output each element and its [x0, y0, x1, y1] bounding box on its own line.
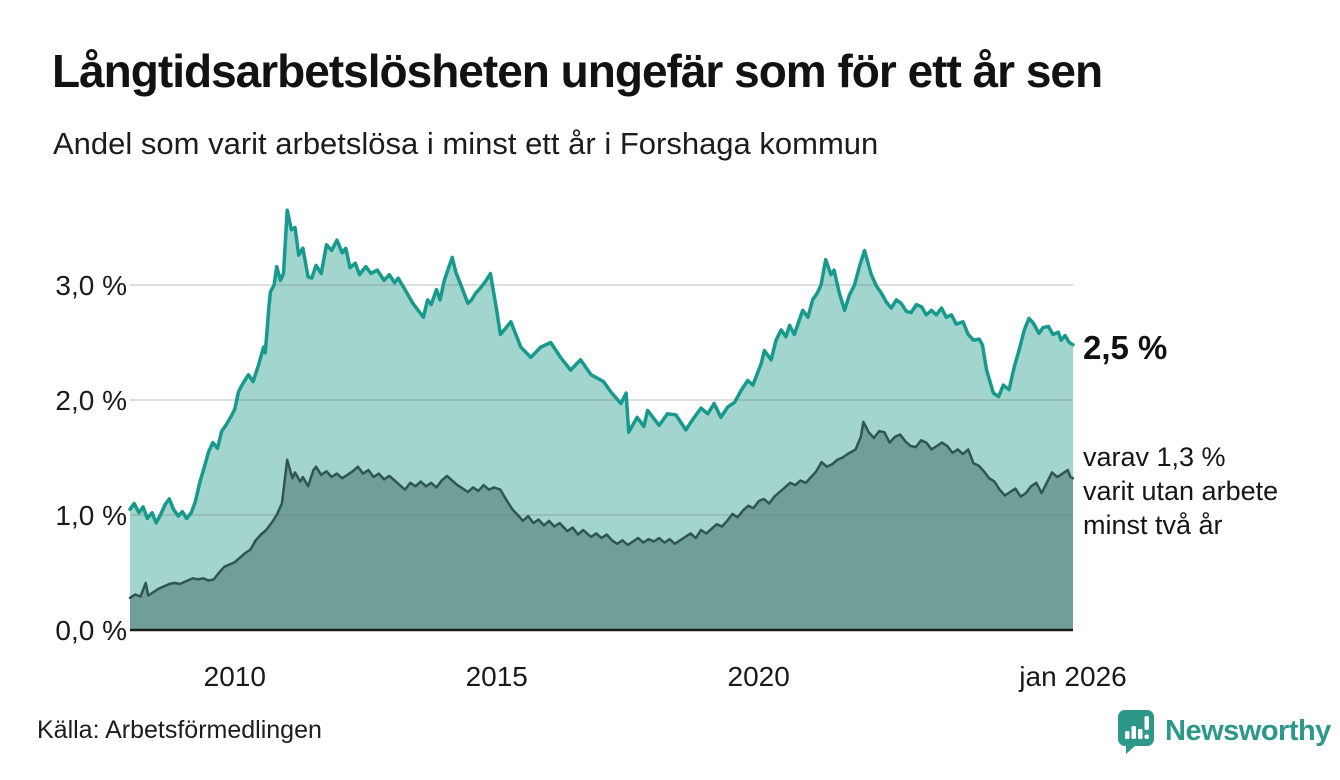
x-tick-label: 2015 [466, 661, 528, 692]
page-title: Långtidsarbetslösheten ungefär som för e… [52, 45, 1103, 97]
x-tick-label: 2020 [728, 661, 790, 692]
series2-area [130, 421, 1073, 630]
x-tick-label: 2010 [204, 661, 266, 692]
end-value-label: 2,5 % [1083, 329, 1168, 366]
newsworthy-bubble-chart-icon [1118, 710, 1154, 754]
x-tick-label: jan 2026 [1018, 661, 1126, 692]
y-tick-label: 3,0 % [55, 270, 127, 301]
newsworthy-wordmark: Newsworthy [1165, 714, 1331, 747]
source-note: Källa: Arbetsförmedlingen [37, 716, 322, 744]
newsworthy-logo: Newsworthy [1116, 708, 1331, 754]
gridlines [130, 284, 1073, 516]
y-tick-label: 2,0 % [55, 385, 127, 416]
y-tick-label: 0,0 % [55, 615, 127, 646]
side-note-label: varav 1,3 % varit utan arbete minst två … [1083, 442, 1279, 540]
page-subtitle: Andel som varit arbetslösa i minst ett å… [53, 126, 879, 161]
series2-line [128, 420, 1075, 600]
y-tick-label: 1,0 % [55, 500, 127, 531]
series1-line [128, 208, 1075, 525]
